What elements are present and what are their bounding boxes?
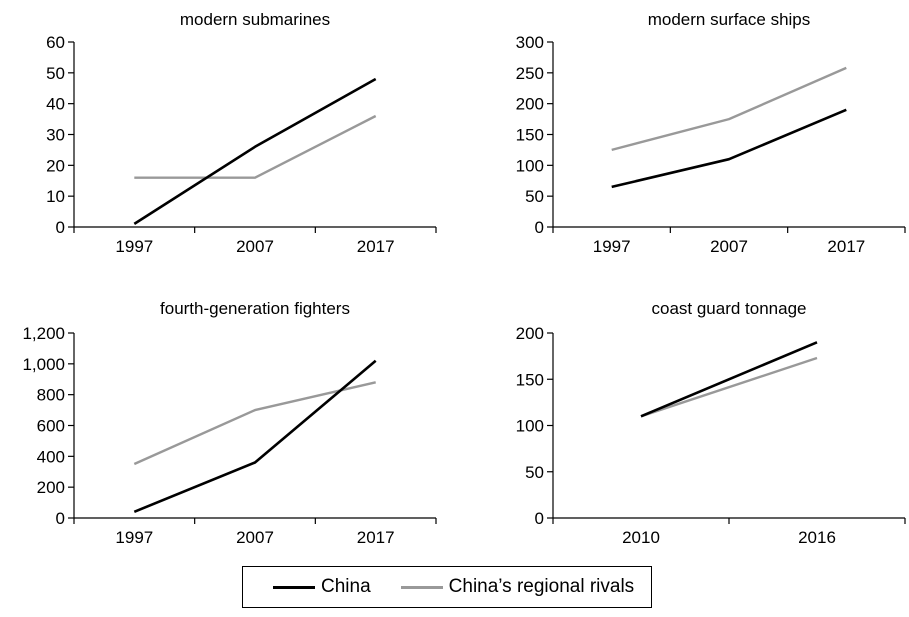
legend-label-china: China xyxy=(321,576,371,597)
y-tick-label: 0 xyxy=(56,218,65,237)
series-line-china xyxy=(133,359,377,514)
chart-title: coast guard tonnage xyxy=(651,299,806,318)
legend-item-rivals: China’s regional rivals xyxy=(400,576,635,598)
y-tick-label: 300 xyxy=(516,33,544,52)
x-tick-label: 2007 xyxy=(236,237,274,256)
legend-swatch-china xyxy=(273,585,315,589)
y-tick-label: 200 xyxy=(516,324,544,343)
series-line-rivals xyxy=(611,66,847,152)
x-tick-label: 1997 xyxy=(115,528,153,547)
y-tick-label: 1,000 xyxy=(22,355,65,374)
chart-panel-3: fourth-generation fighters 0 200 400 600 800 1… xyxy=(22,299,437,547)
x-tick-label: 2017 xyxy=(357,528,395,547)
y-tick-label: 40 xyxy=(46,95,65,114)
legend-swatch-rivals xyxy=(400,585,443,589)
chart-title: modern submarines xyxy=(180,10,330,29)
x-tick-label: 2016 xyxy=(798,528,836,547)
chart-panel-4: coast guard tonnage 0 50 100 150 200 2010 2016 xyxy=(516,299,906,547)
series-line-rivals xyxy=(133,381,376,466)
x-tick-label: 1997 xyxy=(593,237,631,256)
chart-title: modern surface ships xyxy=(648,10,811,29)
y-tick-label: 800 xyxy=(37,386,65,405)
legend-item-china: China xyxy=(273,576,371,598)
x-tick-label: 1997 xyxy=(115,237,153,256)
y-tick-label: 50 xyxy=(525,187,544,206)
y-tick-label: 600 xyxy=(37,417,65,436)
y-tick-label: 20 xyxy=(46,156,65,175)
series-line-china xyxy=(640,341,818,418)
y-tick-label: 150 xyxy=(516,126,544,145)
y-tick-label: 50 xyxy=(525,463,544,482)
y-tick-label: 50 xyxy=(46,64,65,83)
series-line-china xyxy=(133,77,377,225)
y-tick-label: 0 xyxy=(535,218,544,237)
y-tick-label: 200 xyxy=(37,478,65,497)
y-tick-label: 0 xyxy=(56,509,65,528)
y-tick-label: 200 xyxy=(516,95,544,114)
legend: China China’s regional rivals xyxy=(242,566,652,608)
y-tick-label: 400 xyxy=(37,447,65,466)
y-tick-label: 100 xyxy=(516,156,544,175)
x-tick-label: 2007 xyxy=(710,237,748,256)
y-tick-label: 150 xyxy=(516,370,544,389)
series-line-china xyxy=(611,108,847,189)
y-tick-label: 250 xyxy=(516,64,544,83)
y-tick-label: 60 xyxy=(46,33,65,52)
x-tick-label: 2017 xyxy=(357,237,395,256)
series-line-rivals xyxy=(640,356,818,418)
y-tick-label: 100 xyxy=(516,417,544,436)
y-tick-label: 30 xyxy=(46,126,65,145)
x-tick-label: 2017 xyxy=(827,237,865,256)
y-tick-label: 0 xyxy=(535,509,544,528)
chart-panel-2: modern surface ships 0 50 100 150 200 250 300 19… xyxy=(516,10,906,256)
series-line-rivals xyxy=(134,114,377,179)
y-tick-label: 1,200 xyxy=(22,324,65,343)
chart-panel-1: modern submarines 0 10 20 30 40 50 60 1997 2007 20… xyxy=(46,10,437,256)
legend-label-rivals: China’s regional rivals xyxy=(448,576,635,597)
x-tick-label: 2010 xyxy=(622,528,660,547)
chart-title: fourth-generation fighters xyxy=(160,299,350,318)
y-tick-label: 10 xyxy=(46,187,65,206)
x-tick-label: 2007 xyxy=(236,528,274,547)
